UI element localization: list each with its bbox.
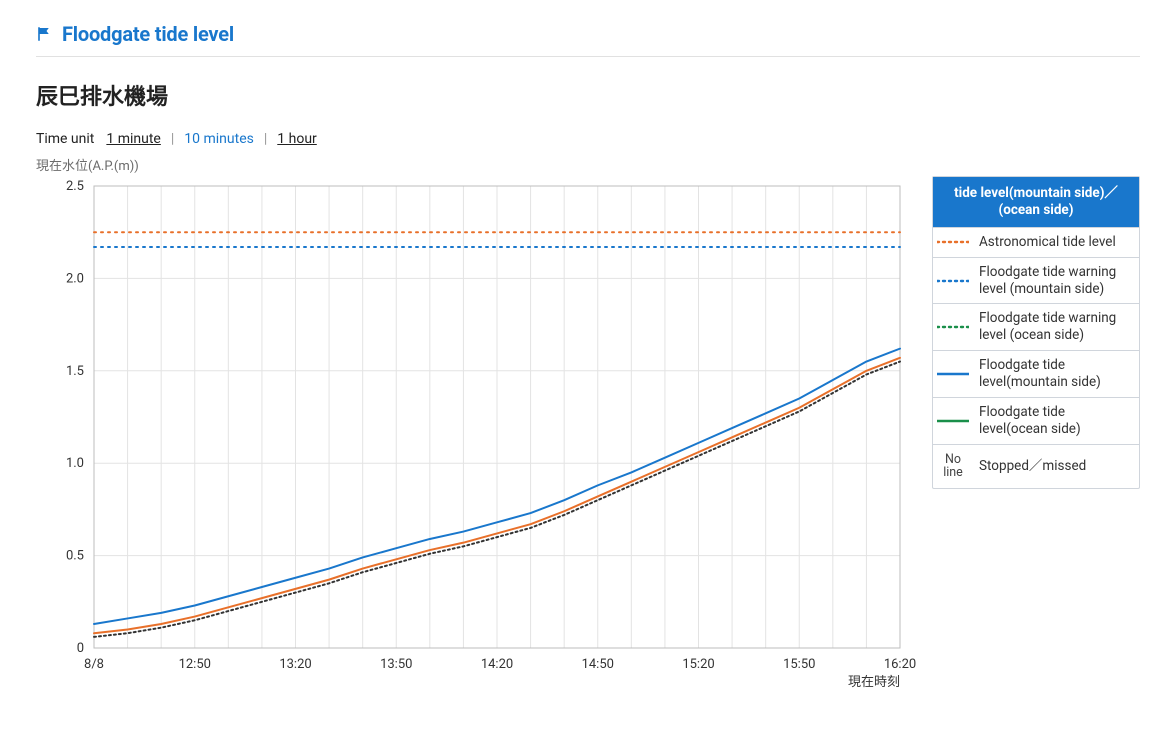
legend-row: No lineStopped／missed [933,444,1139,489]
page-header: Floodgate tide level [36,18,1140,57]
legend-row: Floodgate tide warning level (ocean side… [933,303,1139,350]
svg-text:14:50: 14:50 [582,657,614,672]
svg-text:15:20: 15:20 [682,657,714,672]
svg-text:15:50: 15:50 [783,657,815,672]
flag-icon [36,25,54,43]
legend-swatch [933,304,973,350]
legend-label: Astronomical tide level [973,228,1139,257]
legend-row: Astronomical tide level [933,227,1139,257]
separator: | [264,131,267,147]
legend-swatch: No line [933,445,973,489]
legend-table: tide level(mountain side)／(ocean side) A… [932,176,1140,489]
time-unit-1hour[interactable]: 1 hour [277,131,317,147]
legend-label: Floodgate tide warning level (ocean side… [973,304,1139,350]
svg-text:13:50: 13:50 [380,657,412,672]
svg-text:1.0: 1.0 [66,456,84,471]
page-title: Floodgate tide level [62,22,234,46]
svg-text:12:50: 12:50 [179,657,211,672]
time-unit-10min[interactable]: 10 minutes [184,131,254,147]
svg-text:1.5: 1.5 [66,364,84,379]
svg-text:14:20: 14:20 [481,657,513,672]
station-name: 辰巳排水機場 [36,79,1140,111]
legend-swatch [933,258,973,304]
legend-row: Floodgate tide level(mountain side) [933,350,1139,397]
chart-container: 0 0.5 1.0 1.5 2.0 2.5 8/8 12:50 13:20 13:50 14:20 1… [36,176,916,700]
time-unit-options: 1 minute | 10 minutes | 1 hour [106,131,316,147]
tide-chart: 0 0.5 1.0 1.5 2.0 2.5 8/8 12:50 13:20 13:50 14:20 1… [36,176,916,696]
legend-label: Floodgate tide level(mountain side) [973,351,1139,397]
legend-label: Stopped／missed [973,445,1139,489]
svg-text:13:20: 13:20 [279,657,311,672]
svg-text:0.5: 0.5 [66,549,84,564]
time-unit-selector: Time unit 1 minute | 10 minutes | 1 hour [36,131,1140,147]
legend-row: Floodgate tide level(ocean side) [933,397,1139,444]
time-unit-label: Time unit [36,131,94,147]
y-axis-label: 現在水位(A.P.(m)) [36,155,1140,174]
legend-label: Floodgate tide level(ocean side) [973,398,1139,444]
legend-swatch [933,398,973,444]
legend-label: Floodgate tide warning level (mountain s… [973,258,1139,304]
legend-swatch [933,351,973,397]
svg-text:8/8: 8/8 [84,657,104,672]
legend-row: Floodgate tide warning level (mountain s… [933,257,1139,304]
svg-text:16:20: 16:20 [884,657,916,672]
svg-text:2.0: 2.0 [66,271,84,286]
legend-swatch [933,228,973,257]
svg-text:現在時刻: 現在時刻 [848,675,900,690]
legend-header: tide level(mountain side)／(ocean side) [933,177,1139,227]
svg-text:2.5: 2.5 [66,179,84,194]
separator: | [171,131,174,147]
svg-text:0: 0 [77,641,84,656]
time-unit-1min[interactable]: 1 minute [106,131,160,147]
